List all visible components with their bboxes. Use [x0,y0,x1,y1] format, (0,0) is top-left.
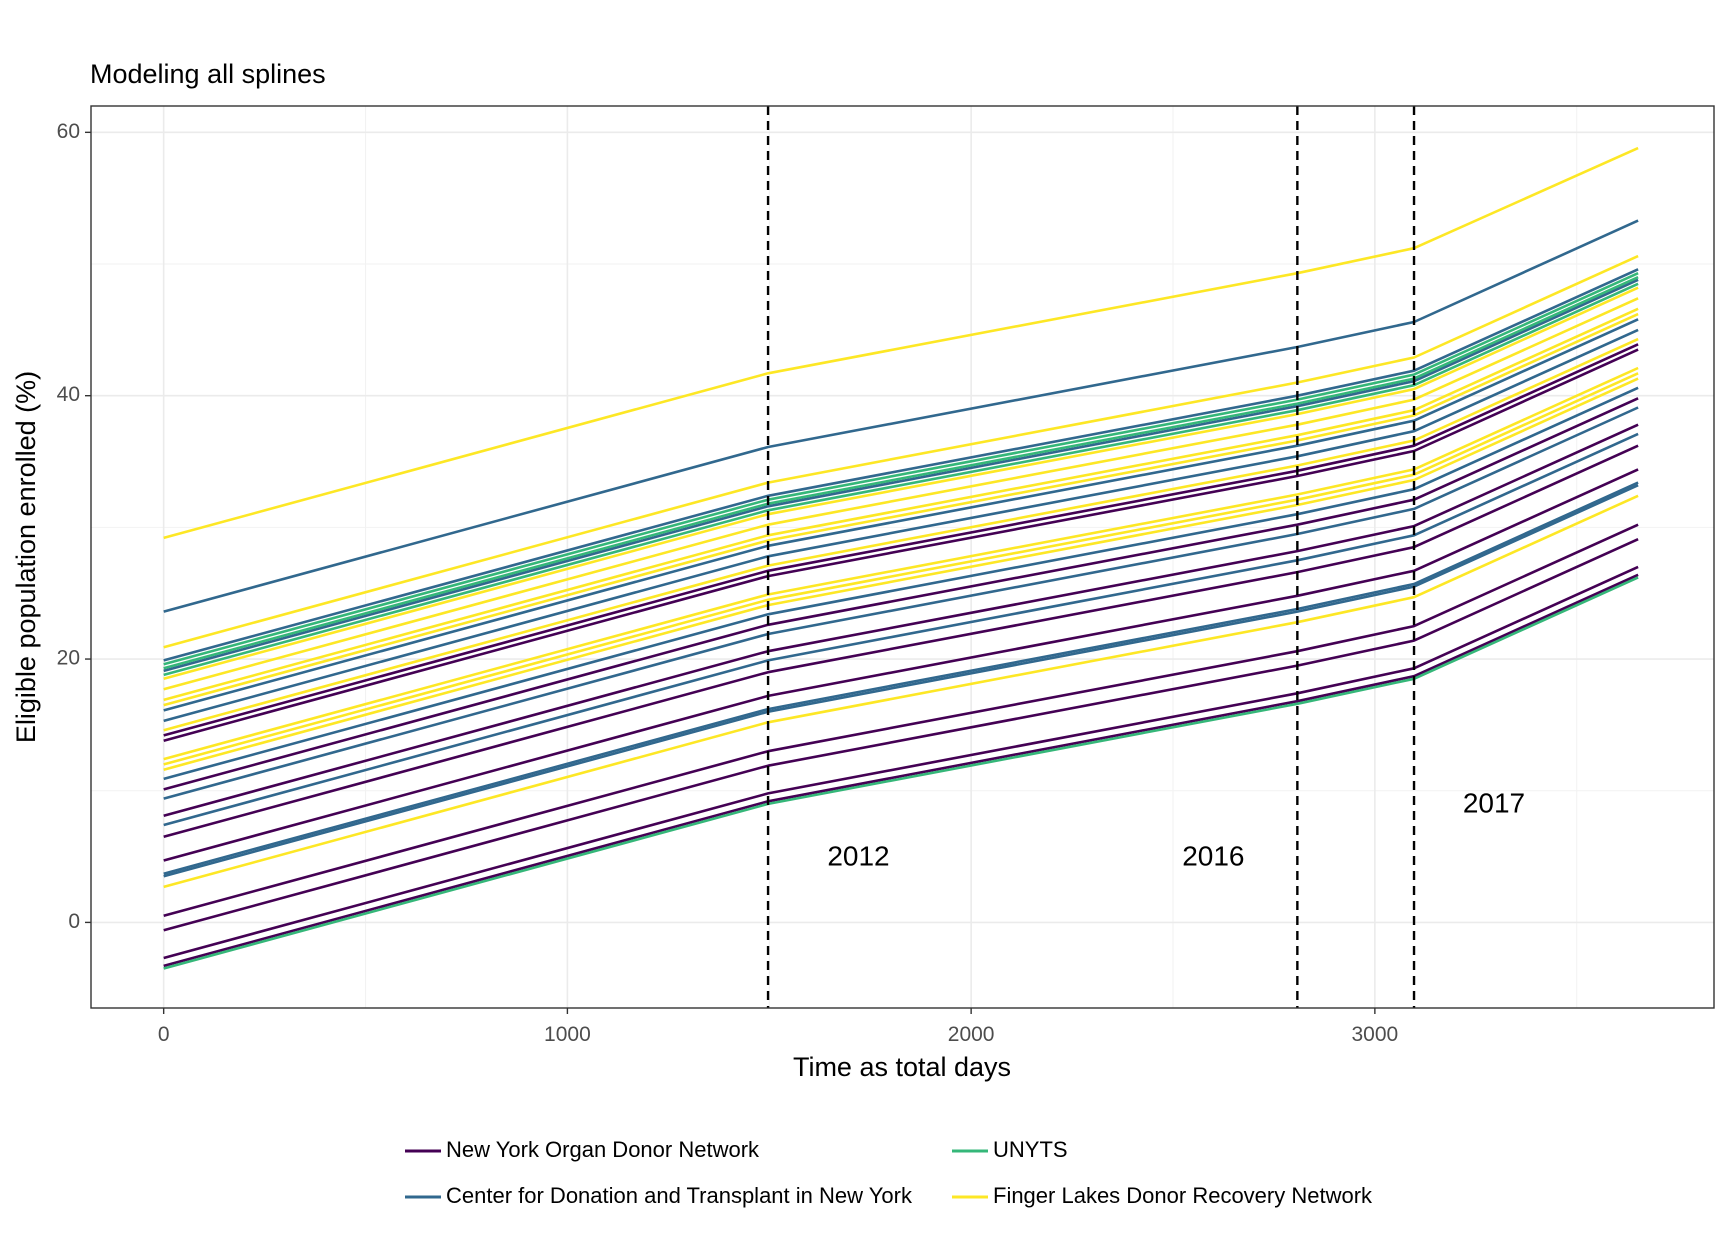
legend-label: New York Organ Donor Network [446,1137,760,1162]
x-tick-label: 0 [158,1023,170,1046]
vline-label-2016: 2016 [1182,840,1244,871]
legend-label: Finger Lakes Donor Recovery Network [993,1183,1373,1208]
series-line [163,576,1639,970]
series-line [163,318,1639,712]
series-line [163,484,1639,878]
y-tick-label: 20 [57,647,80,670]
series-line [163,276,1639,670]
plot-panel-border [90,105,1715,1009]
series-line [163,307,1639,702]
legend-label: Center for Donation and Transplant in Ne… [446,1183,913,1208]
series-line [163,423,1639,817]
x-axis-title: Time as total days [793,1052,1011,1082]
x-tick-label: 1000 [544,1023,591,1046]
vline-label-2012: 2012 [827,840,889,871]
legend: New York Organ Donor Network UNYTS Center … [405,1137,1373,1208]
reference-vlines: 2012 2016 2017 [766,106,1525,1008]
series-line [163,468,1639,862]
chart-title: Modeling all splines [90,59,326,89]
series-line [163,337,1639,732]
series-line [163,397,1639,791]
x-tick-label: 3000 [1352,1023,1399,1046]
y-axis-title: Eligible population enrolled (%) [11,371,41,743]
y-tick-label: 60 [57,120,80,143]
y-tick-label: 40 [57,383,80,406]
vline-label-2017: 2017 [1463,788,1525,819]
series-line [163,366,1639,761]
x-axis-ticks: 0 1000 2000 3000 [158,1008,1398,1046]
series-line [163,348,1639,742]
legend-label: UNYTS [993,1137,1068,1162]
series-line [163,573,1639,968]
y-tick-label: 0 [68,910,80,933]
y-axis-ticks: 0 20 40 60 [57,120,91,933]
x-tick-label: 2000 [948,1023,995,1046]
